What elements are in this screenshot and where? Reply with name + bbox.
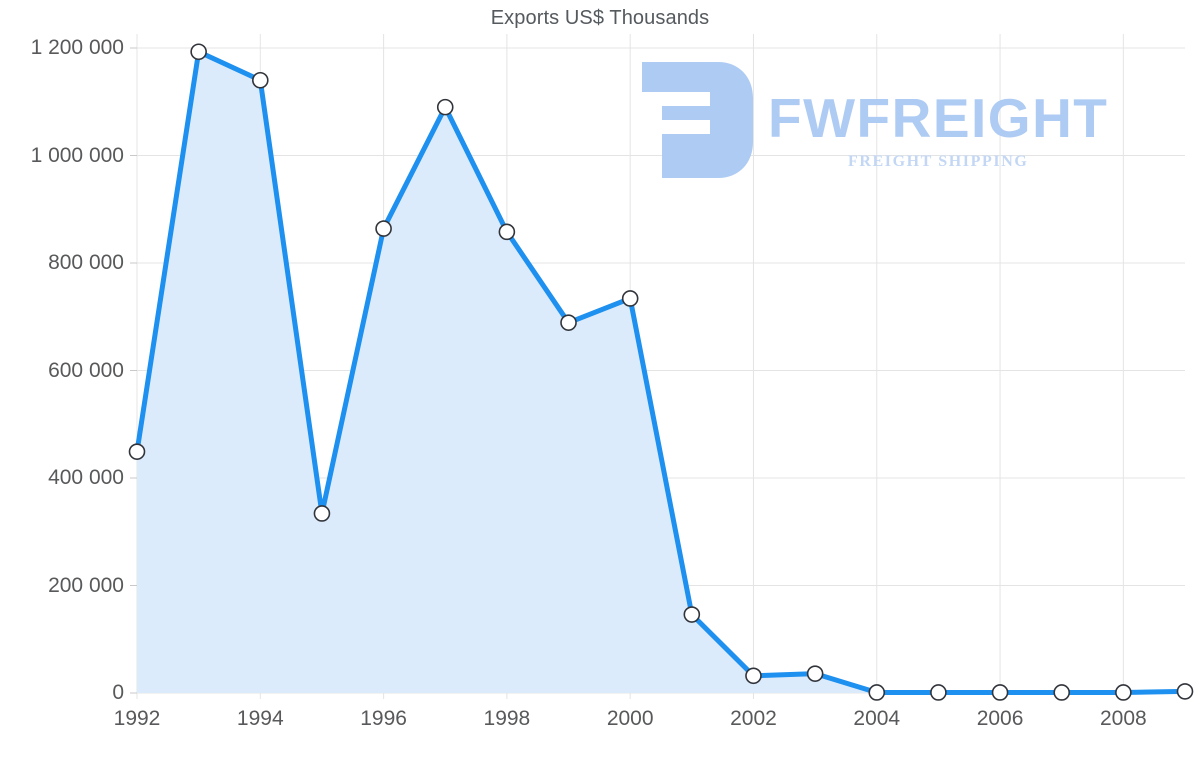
page-title: Exports US$ Thousands bbox=[490, 7, 710, 29]
area-fill bbox=[137, 51, 1185, 693]
data-point-markers bbox=[128, 43, 1194, 701]
data-line bbox=[134, 49, 1188, 695]
